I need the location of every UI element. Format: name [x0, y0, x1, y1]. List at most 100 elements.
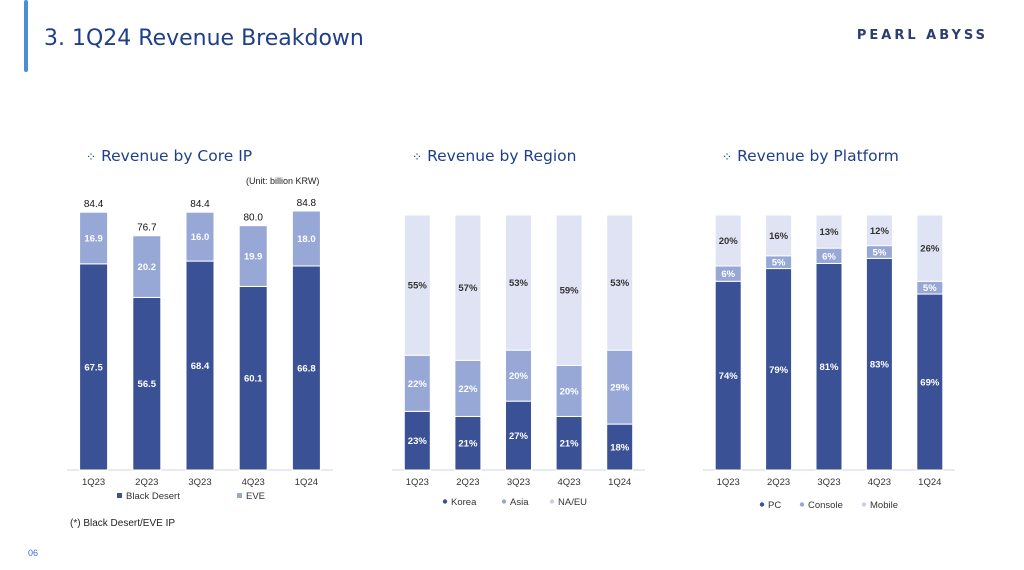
- chart-0-legend-swatch-eve: [237, 493, 242, 498]
- chart-1-tick-label-2q23: 2Q23: [456, 477, 479, 488]
- chart-title-core-ip: ⁘ Revenue by Core IP: [86, 147, 252, 165]
- chart-1-tick-label-1q24: 1Q24: [608, 477, 631, 488]
- chart-2-bar-mobile-2q23: [765, 214, 793, 257]
- chart-1-bar-korea-1q23: [403, 410, 431, 471]
- footnote: (*) Black Desert/EVE IP: [70, 518, 176, 529]
- chart-1-legend-swatch-korea: [442, 499, 448, 504]
- chart-1-tick-label-3q23: 3Q23: [507, 477, 530, 488]
- chart-2-data-label-console-2q23: 5%: [772, 258, 786, 269]
- chart-0-bar-black-desert-1q24: [291, 265, 321, 471]
- chart-0-data-label-black-desert-1q23: 67.5: [84, 362, 103, 373]
- chart-1-data-label-asia-1q24: 29%: [610, 383, 630, 394]
- chart-1-bar-na-eu-4q23: [555, 214, 583, 366]
- chart-0-tick-label-4q23: 4Q23: [242, 477, 265, 488]
- chart-1-bar-na-eu-2q23: [454, 214, 482, 361]
- chart-title-region: ⁘ Revenue by Region: [412, 147, 577, 165]
- chart-1-bar-na-eu-1q24: [606, 214, 634, 351]
- chart-2-bar-pc-1q23: [714, 280, 742, 471]
- chart-0-data-label-black-desert-3q23: 68.4: [191, 361, 210, 372]
- chart-2-bar-pc-1q24: [916, 293, 944, 471]
- chart-1-data-label-korea-1q24: 18%: [610, 443, 630, 454]
- chart-2-data-label-pc-1q24: 69%: [920, 378, 940, 389]
- chart-0-tick-label-1q23: 1Q23: [82, 477, 105, 488]
- chart-2-bar-pc-3q23: [815, 262, 843, 471]
- chart-0-data-label-eve-1q24: 18.0: [297, 234, 316, 245]
- chart-1-data-label-korea-1q23: 23%: [408, 436, 428, 447]
- chart-2-data-label-mobile-1q23: 20%: [719, 236, 739, 247]
- unit-label: (Unit: billion KRW): [246, 176, 320, 186]
- chart-2-legend-label-pc: PC: [768, 500, 781, 511]
- chart-title-region-text: Revenue by Region: [427, 147, 577, 165]
- chart-2-legend-label-mobile: Mobile: [870, 500, 898, 511]
- chart-1-bar-asia-4q23: [555, 364, 583, 417]
- chart-0-total-label-4q23: 80.0: [243, 213, 263, 224]
- chart-0-data-label-eve-3q23: 16.0: [191, 232, 210, 243]
- chart-0-bar-black-desert-4q23: [238, 285, 268, 471]
- chart-2-bar-mobile-1q24: [916, 214, 944, 282]
- chart-1-bar-asia-3q23: [505, 349, 532, 402]
- chart-0-legend-label-eve: EVE: [246, 491, 265, 502]
- chart-1-data-label-asia-1q23: 22%: [408, 379, 428, 390]
- chart-2-legend-swatch-pc: [759, 502, 765, 507]
- chart-1-data-label-asia-3q23: 20%: [509, 371, 529, 382]
- chart-2-data-label-pc-4q23: 83%: [870, 360, 890, 371]
- chart-2-data-label-console-3q23: 6%: [822, 251, 836, 262]
- chart-1-data-label-korea-3q23: 27%: [509, 431, 529, 442]
- chart-2-tick-label-1q23: 1Q23: [717, 477, 740, 488]
- chart-2-legend-swatch-mobile: [861, 502, 867, 507]
- chart-0-legend-label-black-desert: Black Desert: [126, 491, 180, 502]
- chart-1-bar-korea-2q23: [454, 415, 482, 471]
- chart-0-total-label-3q23: 84.4: [190, 199, 210, 210]
- chart-1-data-label-na-eu-1q24: 53%: [610, 278, 630, 289]
- bullet-icon: ⁘: [412, 150, 423, 164]
- chart-2-data-label-pc-2q23: 79%: [769, 365, 789, 376]
- page-number: 06: [28, 548, 39, 558]
- chart-2-bar-mobile-4q23: [865, 214, 893, 247]
- chart-2-bar-mobile-1q23: [714, 214, 742, 267]
- chart-1-data-label-asia-4q23: 20%: [560, 386, 580, 397]
- chart-0-data-label-black-desert-2q23: 56.5: [138, 379, 157, 390]
- chart-2-legend-label-console: Console: [808, 500, 843, 511]
- chart-0-data-label-eve-4q23: 19.9: [244, 252, 263, 263]
- chart-1-data-label-na-eu-4q23: 59%: [560, 286, 580, 297]
- chart-0-bar-black-desert-1q23: [79, 263, 109, 471]
- chart-0-legend-swatch-black-desert: [117, 493, 122, 498]
- chart-1-legend-label-na-eu: NA/EU: [558, 497, 587, 508]
- chart-1-data-label-korea-2q23: 21%: [458, 439, 478, 450]
- chart-1-data-label-korea-4q23: 21%: [560, 439, 580, 450]
- chart-2-data-label-mobile-3q23: 13%: [819, 227, 839, 238]
- chart-2-legend-swatch-console: [799, 502, 805, 507]
- chart-0-bar-eve-1q24: [291, 210, 321, 267]
- chart-2-bar-mobile-3q23: [815, 214, 843, 249]
- chart-2-tick-label-4q23: 4Q23: [868, 477, 891, 488]
- chart-0-data-label-black-desert-4q23: 60.1: [244, 374, 263, 385]
- chart-0-bar-eve-3q23: [185, 211, 215, 262]
- chart-0-bar-eve-2q23: [132, 235, 162, 298]
- bullet-icon: ⁘: [722, 150, 733, 164]
- page-title: 3. 1Q24 Revenue Breakdown: [44, 26, 364, 51]
- chart-1-legend-swatch-na-eu: [549, 499, 555, 504]
- chart-title-platform: ⁘ Revenue by Platform: [722, 147, 899, 165]
- chart-0-tick-label-1q24: 1Q24: [295, 477, 318, 488]
- chart-2-data-label-pc-1q23: 74%: [719, 371, 739, 382]
- chart-1-bar-korea-3q23: [505, 400, 532, 471]
- chart-2-data-label-console-4q23: 5%: [873, 247, 887, 258]
- chart-1-legend-swatch-asia: [501, 499, 507, 504]
- chart-0-total-label-2q23: 76.7: [137, 223, 157, 234]
- chart-0-tick-label-2q23: 2Q23: [135, 477, 158, 488]
- chart-2-data-label-console-1q23: 6%: [721, 269, 735, 280]
- bullet-icon: ⁘: [86, 150, 97, 164]
- chart-1-bar-korea-1q24: [606, 423, 634, 471]
- chart-1-bar-na-eu-1q23: [403, 214, 431, 356]
- chart-1-bar-na-eu-3q23: [505, 214, 532, 351]
- chart-1-data-label-asia-2q23: 22%: [458, 384, 478, 395]
- chart-2-data-label-mobile-1q24: 26%: [920, 244, 940, 255]
- chart-0-data-label-eve-1q23: 16.9: [84, 234, 103, 245]
- chart-1-bar-asia-2q23: [454, 359, 482, 417]
- chart-1-bar-korea-4q23: [555, 415, 583, 471]
- chart-2-data-label-pc-3q23: 81%: [819, 362, 839, 373]
- chart-1-legend-label-korea: Korea: [451, 497, 477, 508]
- chart-2-data-label-console-1q24: 5%: [923, 283, 937, 294]
- chart-title-platform-text: Revenue by Platform: [737, 147, 899, 165]
